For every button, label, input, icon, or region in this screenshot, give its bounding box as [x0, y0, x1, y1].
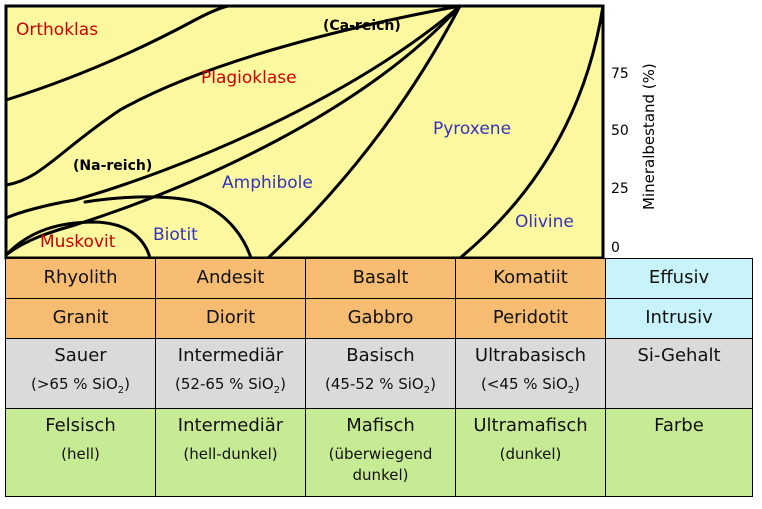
na-reich-boundary	[4, 4, 462, 220]
muskovit-boundary	[4, 220, 152, 260]
pyroxene-olivine-boundary	[458, 4, 605, 260]
silica-row: Sauer (>65 % SiO2) Intermediär (52-65 % …	[5, 338, 753, 409]
y-tick-50: 50	[611, 123, 629, 139]
peridotit-cell: Peridotit	[455, 298, 606, 339]
plagioklase-upper-boundary	[4, 4, 462, 187]
granit-cell: Granit	[5, 298, 156, 339]
gabbro-cell: Gabbro	[305, 298, 456, 339]
mafisch-cell: Mafisch (überwiegend dunkel)	[305, 408, 456, 497]
intermediaer-color-cell: Intermediär (hell-dunkel)	[155, 408, 306, 497]
komatiit-cell: Komatiit	[455, 258, 606, 299]
olivine-label: Olivine	[515, 212, 574, 232]
ca-reich-label: (Ca-reich)	[323, 18, 401, 34]
y-tick-0: 0	[611, 240, 620, 256]
pyroxene-label: Pyroxene	[433, 119, 511, 139]
biotit-amphibole-boundary	[83, 195, 253, 260]
mineral-composition-diagram: Orthoklas (Ca-reich) Plagioklase Pyroxen…	[4, 4, 658, 260]
intrusiv-category-cell: Intrusiv	[605, 298, 753, 339]
basisch-cell: Basisch (45-52 % SiO2)	[305, 338, 456, 409]
ultramafisch-cell: Ultramafisch (dunkel)	[455, 408, 606, 497]
intrusive-row: Granit Diorit Gabbro Peridotit Intrusiv	[5, 298, 753, 339]
y-axis-label: Mineralbestand (%)	[640, 63, 658, 210]
rock-classification-table: Rhyolith Andesit Basalt Komatiit Effusiv…	[5, 258, 753, 497]
amphibole-pyroxene-boundary	[266, 4, 462, 260]
biotit-label: Biotit	[153, 225, 198, 245]
rhyolith-cell: Rhyolith	[5, 258, 156, 299]
orthoklas-label: Orthoklas	[16, 20, 98, 40]
effusive-row: Rhyolith Andesit Basalt Komatiit Effusiv	[5, 258, 753, 299]
si-gehalt-category-cell: Si-Gehalt	[605, 338, 753, 409]
basalt-cell: Basalt	[305, 258, 456, 299]
amphibole-label: Amphibole	[222, 173, 313, 193]
muskovit-label: Muskovit	[40, 232, 116, 252]
farbe-category-cell: Farbe	[605, 408, 753, 497]
effusiv-category-cell: Effusiv	[605, 258, 753, 299]
plagioklase-lower-boundary	[4, 4, 462, 257]
y-tick-25: 25	[611, 181, 629, 197]
intermediaer-silica-cell: Intermediär (52-65 % SiO2)	[155, 338, 306, 409]
sauer-cell: Sauer (>65 % SiO2)	[5, 338, 156, 409]
y-tick-75: 75	[611, 66, 629, 82]
na-reich-label: (Na-reich)	[73, 158, 152, 174]
andesit-cell: Andesit	[155, 258, 306, 299]
felsisch-cell: Felsisch (hell)	[5, 408, 156, 497]
ultrabasisch-cell: Ultrabasisch (<45 % SiO2)	[455, 338, 606, 409]
plagioklase-label: Plagioklase	[201, 68, 297, 88]
orthoklas-plagioklase-boundary	[4, 4, 230, 102]
diorit-cell: Diorit	[155, 298, 306, 339]
color-row: Felsisch (hell) Intermediär (hell-dunkel…	[5, 408, 753, 497]
